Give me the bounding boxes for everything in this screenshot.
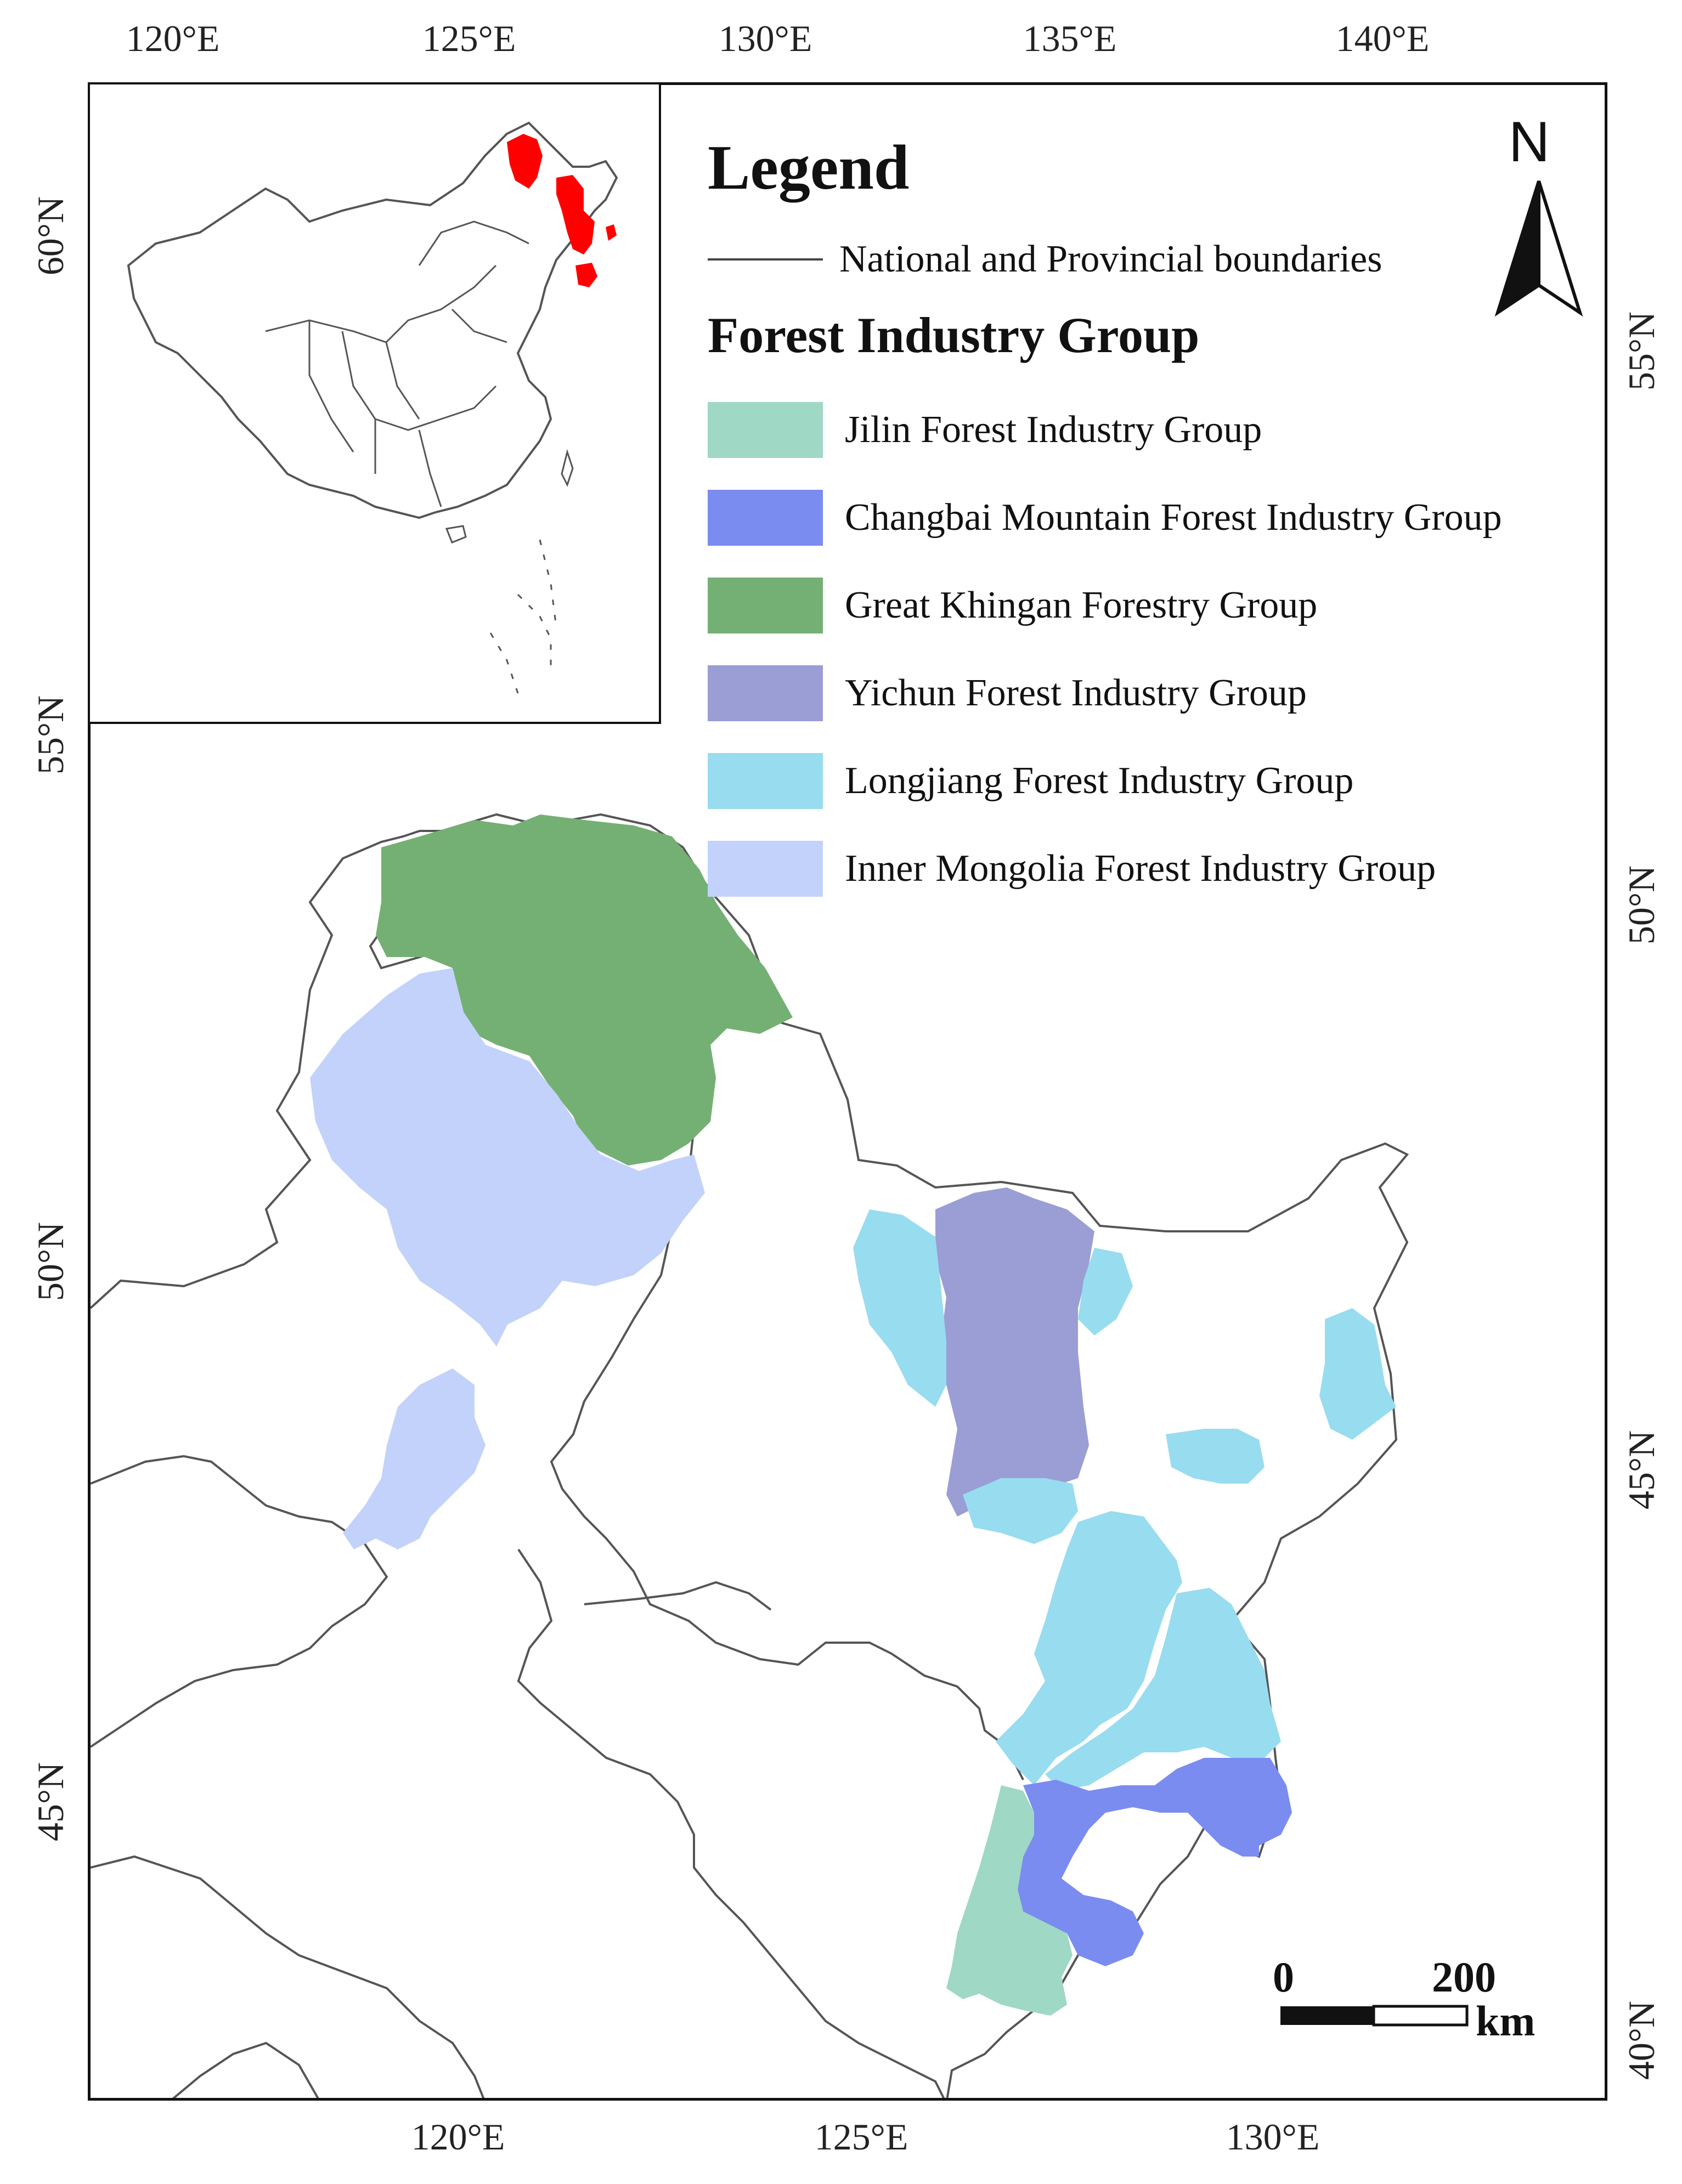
legend-item-jilin: Jilin Forest Industry Group bbox=[708, 386, 1596, 474]
label-longjiang: Longjiang Forest Industry Group bbox=[845, 760, 1354, 802]
longjiang-region bbox=[853, 1209, 946, 1407]
scale-bar: 0 200 km bbox=[1273, 1953, 1558, 2045]
bottom-tick-125e: 125°E bbox=[814, 2116, 908, 2158]
inset-highlight-area bbox=[606, 224, 617, 241]
legend-title: Legend bbox=[708, 133, 910, 203]
label-changbai: Changbai Mountain Forest Industry Group bbox=[845, 496, 1502, 539]
great-khingan-region bbox=[376, 814, 793, 1165]
inset-canvas bbox=[127, 121, 618, 694]
jilin-region bbox=[946, 1785, 1073, 2016]
boundary-line bbox=[172, 2041, 319, 2098]
south-sea-islands bbox=[489, 539, 557, 694]
longjiang-region bbox=[1166, 1429, 1265, 1484]
top-tick-120e: 120°E bbox=[126, 18, 220, 59]
right-tick-45n: 45°N bbox=[1621, 1430, 1662, 1510]
left-tick-45n: 45°N bbox=[30, 1762, 71, 1842]
province-lines bbox=[265, 220, 529, 507]
scale-bar-graphic bbox=[1280, 2005, 1469, 2027]
legend-item-yichun: Yichun Forest Industry Group bbox=[708, 649, 1596, 737]
changbai-region bbox=[1018, 1758, 1292, 1966]
longjiang-region bbox=[1045, 1588, 1281, 1791]
scale-start-label: 0 bbox=[1273, 1953, 1294, 2001]
inset-highlight-area bbox=[575, 263, 597, 287]
right-tick-40n: 40°N bbox=[1621, 2000, 1662, 2080]
inset-highlight-area bbox=[556, 175, 595, 254]
forest-group-title: Forest Industry Group bbox=[708, 307, 1200, 363]
boundary-label: National and Provincial boundaries bbox=[839, 238, 1382, 280]
inner-mongolia-region bbox=[310, 968, 705, 1346]
boundary-line bbox=[584, 1581, 772, 1611]
bottom-tick-130e: 130°E bbox=[1226, 2116, 1320, 2158]
top-tick-135e: 135°E bbox=[1023, 18, 1117, 59]
legend-item-inner-mongolia: Inner Mongolia Forest Industry Group bbox=[708, 825, 1596, 913]
boundary-line bbox=[517, 1548, 945, 2098]
legend-boundary-row: National and Provincial boundaries bbox=[708, 235, 1596, 284]
legend: Legend National and Provincial boundarie… bbox=[708, 132, 1596, 913]
top-tick-130e: 130°E bbox=[718, 18, 812, 59]
legend-item-great-khingan: Great Khingan Forestry Group bbox=[708, 562, 1596, 649]
right-tick-50n: 50°N bbox=[1621, 865, 1662, 945]
north-letter: N bbox=[1509, 110, 1550, 174]
longjiang-region bbox=[1078, 1248, 1133, 1336]
inner-mongolia-region bbox=[343, 1368, 486, 1549]
map-canvas bbox=[91, 813, 1409, 2098]
right-tick-55n: 55°N bbox=[1621, 311, 1662, 391]
label-great-khingan: Great Khingan Forestry Group bbox=[845, 584, 1318, 626]
top-tick-140e: 140°E bbox=[1335, 18, 1430, 59]
swatch-changbai bbox=[708, 490, 823, 546]
swatch-longjiang bbox=[708, 753, 823, 809]
top-tick-125e: 125°E bbox=[422, 18, 516, 59]
bottom-tick-120e: 120°E bbox=[411, 2116, 505, 2158]
swatch-jilin bbox=[708, 402, 823, 458]
scale-unit-label: km bbox=[1476, 1997, 1536, 2045]
label-jilin: Jilin Forest Industry Group bbox=[845, 409, 1262, 451]
boundary-line bbox=[91, 1855, 485, 2098]
yichun-region bbox=[935, 1187, 1094, 1517]
inset-highlight-area bbox=[507, 134, 543, 189]
swatch-yichun bbox=[708, 665, 823, 721]
longjiang-region bbox=[996, 1511, 1182, 1785]
boundary-line-swatch bbox=[708, 258, 823, 261]
north-arrow-icon bbox=[1494, 180, 1583, 317]
legend-item-changbai: Changbai Mountain Forest Industry Group bbox=[708, 474, 1596, 562]
boundary-line bbox=[91, 1455, 388, 1748]
scale-end-label: 200 bbox=[1432, 1953, 1496, 2001]
legend-item-longjiang: Longjiang Forest Industry Group bbox=[708, 737, 1596, 825]
left-tick-50n: 50°N bbox=[30, 1221, 71, 1302]
longjiang-region bbox=[963, 1478, 1078, 1544]
island-taiwan bbox=[561, 449, 574, 487]
island-hainan bbox=[445, 525, 467, 544]
longjiang-region bbox=[1319, 1308, 1396, 1440]
left-tick-60n: 60°N bbox=[30, 196, 71, 276]
swatch-great-khingan bbox=[708, 578, 823, 633]
label-yichun: Yichun Forest Industry Group bbox=[845, 672, 1307, 714]
label-inner-mongolia: Inner Mongolia Forest Industry Group bbox=[845, 847, 1436, 890]
swatch-inner-mongolia bbox=[708, 841, 823, 897]
left-tick-55n: 55°N bbox=[30, 695, 71, 775]
china-outline bbox=[127, 121, 618, 519]
inset-map[interactable] bbox=[88, 82, 661, 724]
